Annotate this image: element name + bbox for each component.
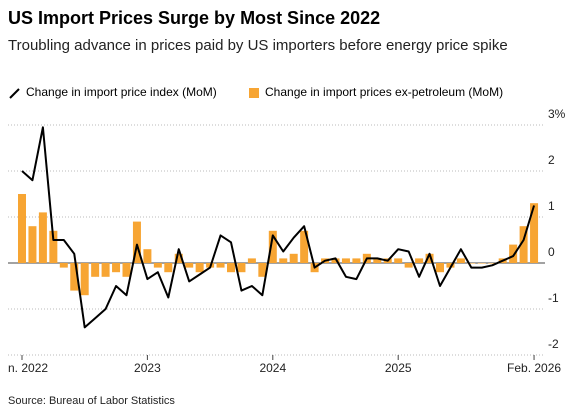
bar (530, 203, 539, 263)
bar (519, 226, 528, 263)
bar (59, 263, 68, 268)
bar (436, 263, 444, 273)
bar (456, 258, 465, 263)
bar (425, 253, 434, 263)
y-tick-label: -2 (548, 337, 559, 351)
x-tick-label: n. 2022 (8, 361, 48, 375)
legend-label: Change in import price index (MoM) (26, 85, 217, 99)
bar (341, 258, 350, 263)
bar (331, 258, 340, 263)
bar (143, 249, 152, 263)
bar (38, 212, 47, 263)
source: Source: Bureau of Labor Statistics (8, 395, 175, 407)
bar (80, 263, 89, 296)
bar (404, 263, 413, 268)
bar (132, 221, 141, 263)
bar (185, 263, 194, 268)
bar (195, 263, 204, 273)
bar (101, 263, 110, 277)
chart-title: US Import Prices Surge by Most Since 202… (8, 8, 380, 28)
bar (268, 230, 277, 263)
y-tick-label: -1 (548, 291, 559, 305)
bar (289, 253, 298, 263)
bar (373, 258, 382, 263)
bar (488, 263, 497, 264)
bar (164, 263, 173, 273)
bar (394, 258, 403, 263)
bar (300, 230, 309, 263)
line (21, 126, 536, 329)
bar (467, 263, 476, 264)
bar (49, 230, 58, 263)
bar (174, 253, 183, 263)
bar (70, 263, 79, 291)
bar (279, 258, 288, 263)
legend-bar-icon (249, 88, 259, 98)
y-tick-label: 3% (548, 107, 566, 121)
bar (415, 258, 424, 263)
x-tick-label: 2024 (259, 361, 286, 375)
bar (247, 258, 256, 263)
bar (122, 263, 131, 277)
bar (446, 263, 455, 268)
chart-subtitle: Troubling advance in prices paid by US i… (8, 37, 508, 54)
bar (153, 263, 162, 268)
bar (477, 263, 486, 264)
bar (91, 263, 100, 277)
y-tick-label: 1 (548, 199, 555, 213)
y-tick-label: 0 (548, 245, 555, 259)
legend-line-icon (9, 88, 20, 99)
bar (28, 226, 37, 263)
x-tick-label: 2025 (385, 361, 412, 375)
bar (237, 263, 246, 273)
bar (352, 258, 361, 263)
subtitle-box: Troubling advance in prices paid by US i… (8, 37, 508, 54)
bar (18, 194, 26, 263)
bar (216, 263, 225, 268)
bar (227, 263, 235, 273)
bar (509, 244, 518, 263)
x-tick-label: 2023 (134, 361, 161, 375)
y-tick-label: 2 (548, 153, 555, 167)
bar (258, 263, 267, 277)
x-tick-label: Feb. 2026 (507, 361, 561, 375)
bar (112, 263, 121, 273)
legend-label: Change in import prices ex-petroleum (Mo… (265, 85, 503, 99)
